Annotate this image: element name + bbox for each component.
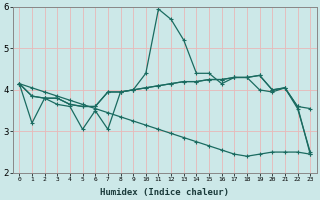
X-axis label: Humidex (Indice chaleur): Humidex (Indice chaleur) bbox=[100, 188, 229, 197]
